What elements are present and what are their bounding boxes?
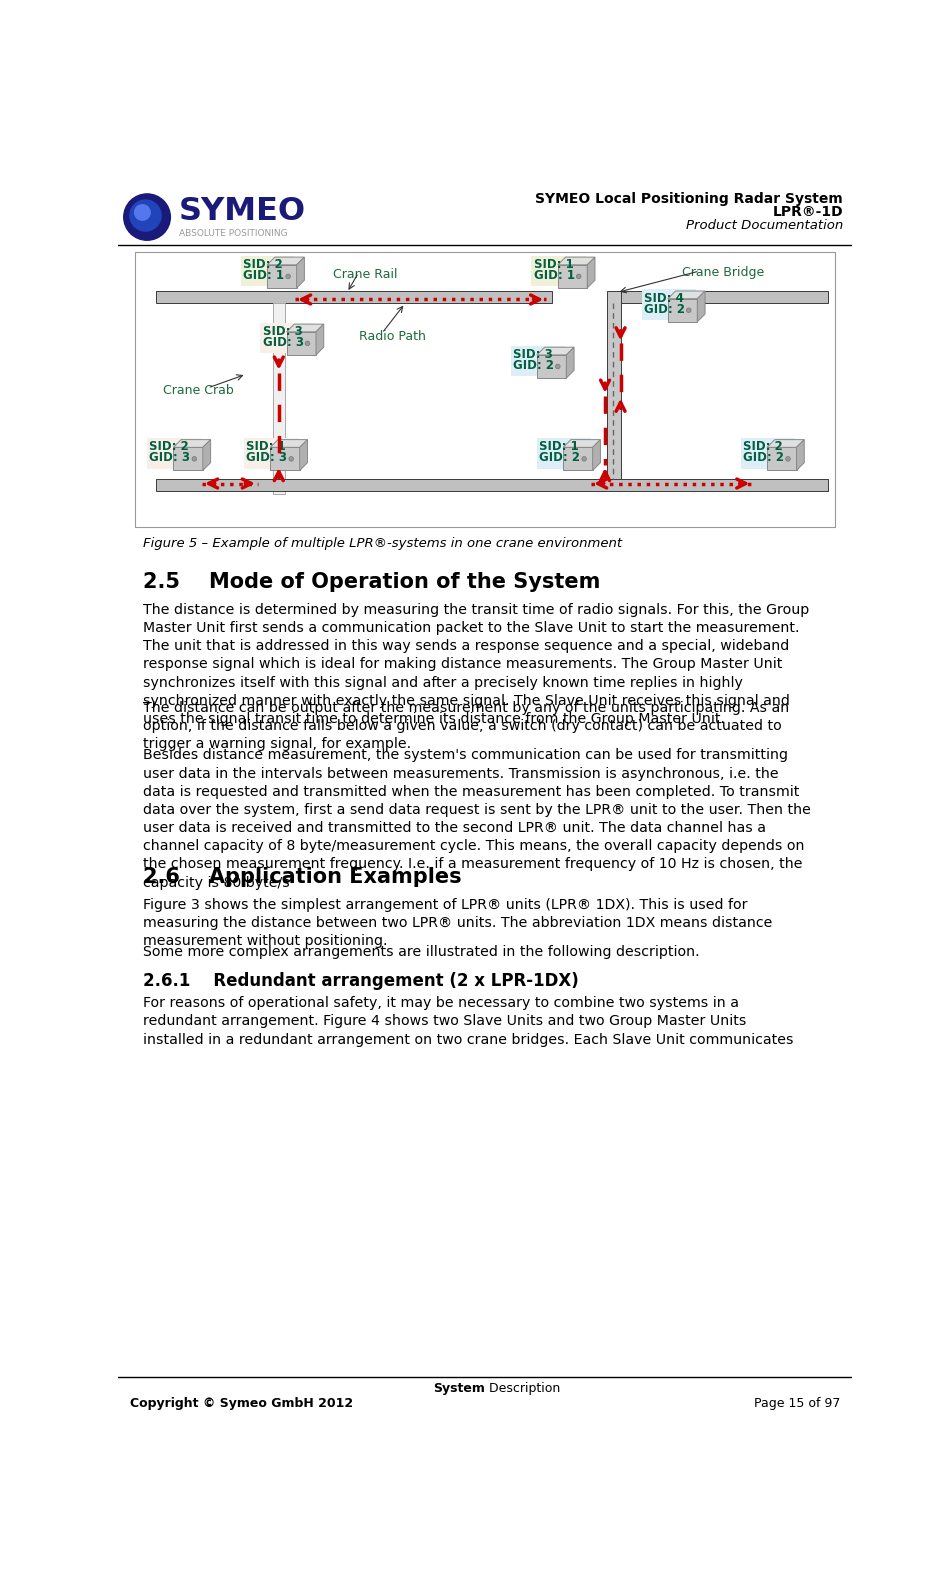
Text: GID: 2: GID: 2 (513, 358, 554, 372)
Text: SID: 2: SID: 2 (243, 257, 283, 271)
Bar (616, 290, 828, 303)
Text: LPR®-1D: LPR®-1D (773, 205, 843, 219)
Bar (510, 346, 564, 377)
Polygon shape (537, 347, 574, 355)
Polygon shape (767, 440, 804, 447)
Polygon shape (267, 257, 304, 265)
Text: Copyright © Symeo GmbH 2012: Copyright © Symeo GmbH 2012 (130, 1397, 353, 1409)
Text: GID: 3: GID: 3 (246, 451, 287, 464)
Bar (155, 478, 828, 491)
Bar (563, 447, 593, 470)
Bar (607, 290, 620, 489)
Polygon shape (566, 347, 574, 379)
Text: GID: 3: GID: 3 (150, 451, 190, 464)
Text: 2.6.1    Redundant arrangement (2 x LPR-1DX): 2.6.1 Redundant arrangement (2 x LPR-1DX… (143, 972, 579, 989)
Circle shape (286, 275, 291, 279)
Circle shape (577, 275, 581, 279)
Text: SID: 2: SID: 2 (743, 440, 783, 453)
Circle shape (305, 341, 310, 346)
Bar (267, 265, 296, 287)
Text: SYMEO: SYMEO (179, 196, 306, 227)
Bar (668, 298, 697, 322)
Circle shape (581, 456, 586, 461)
Text: The distance is determined by measuring the transit time of radio signals. For t: The distance is determined by measuring … (143, 603, 810, 726)
Circle shape (123, 193, 171, 241)
Text: SYMEO Local Positioning Radar System: SYMEO Local Positioning Radar System (535, 191, 843, 205)
Text: For reasons of operational safety, it may be necessary to combine two systems in: For reasons of operational safety, it ma… (143, 996, 794, 1046)
Circle shape (129, 199, 162, 232)
Polygon shape (316, 323, 324, 355)
Text: GID: 2: GID: 2 (644, 303, 685, 316)
Text: Crane Crab: Crane Crab (163, 383, 234, 398)
Text: Description: Description (485, 1382, 560, 1395)
Bar (260, 322, 314, 353)
Bar (155, 290, 552, 303)
Text: The distance can be output after the measurement by any of the units participati: The distance can be output after the mea… (143, 701, 790, 751)
Text: System: System (433, 1382, 485, 1395)
Circle shape (134, 204, 151, 221)
Bar (270, 447, 299, 470)
Bar (244, 439, 298, 469)
Text: SID: 1: SID: 1 (534, 257, 574, 271)
Text: Besides distance measurement, the system's communication can be used for transmi: Besides distance measurement, the system… (143, 748, 811, 890)
Bar (537, 439, 591, 469)
Text: SID: 2: SID: 2 (150, 440, 189, 453)
Polygon shape (796, 440, 804, 470)
Circle shape (556, 365, 560, 369)
Text: Page 15 of 97: Page 15 of 97 (755, 1397, 841, 1409)
Polygon shape (593, 440, 600, 470)
Text: Radio Path: Radio Path (359, 330, 425, 342)
Text: Crane Bridge: Crane Bridge (682, 267, 764, 279)
Polygon shape (287, 323, 324, 331)
Text: ABSOLUTE POSITIONING: ABSOLUTE POSITIONING (179, 229, 288, 238)
Bar (531, 256, 585, 286)
Bar (274, 303, 285, 494)
Bar (741, 439, 795, 469)
Text: GID: 1: GID: 1 (534, 268, 575, 281)
Circle shape (289, 456, 294, 461)
Text: SID: 3: SID: 3 (513, 349, 553, 361)
Bar (173, 447, 203, 470)
Text: GID: 1: GID: 1 (243, 268, 284, 281)
Bar (641, 289, 696, 320)
Polygon shape (203, 440, 210, 470)
Text: SID: 1: SID: 1 (246, 440, 286, 453)
Text: Figure 5 – Example of multiple LPR®-systems in one crane environment: Figure 5 – Example of multiple LPR®-syst… (143, 538, 622, 551)
Polygon shape (296, 257, 304, 287)
Polygon shape (668, 290, 706, 298)
Text: Crane Rail: Crane Rail (332, 268, 397, 281)
Text: GID: 3: GID: 3 (262, 336, 304, 349)
Text: SID: 4: SID: 4 (644, 292, 684, 305)
Bar (287, 331, 316, 355)
Polygon shape (697, 290, 706, 322)
Circle shape (687, 308, 691, 312)
Text: SID: 3: SID: 3 (262, 325, 302, 338)
Text: Figure 3 shows the simplest arrangement of LPR® units (LPR® 1DX). This is used f: Figure 3 shows the simplest arrangement … (143, 898, 773, 948)
Bar (558, 265, 587, 287)
Text: GID: 2: GID: 2 (743, 451, 784, 464)
Polygon shape (563, 440, 600, 447)
Polygon shape (173, 440, 210, 447)
Bar (241, 256, 295, 286)
Bar (537, 355, 566, 379)
Text: 2.6    Application Examples: 2.6 Application Examples (143, 866, 462, 887)
Polygon shape (270, 440, 308, 447)
Polygon shape (558, 257, 595, 265)
Bar (767, 447, 796, 470)
Bar (118, 189, 852, 245)
Polygon shape (299, 440, 308, 470)
Polygon shape (587, 257, 595, 287)
Text: GID: 2: GID: 2 (539, 451, 581, 464)
Bar (135, 252, 835, 527)
Text: 2.5    Mode of Operation of the System: 2.5 Mode of Operation of the System (143, 573, 600, 592)
Text: Product Documentation: Product Documentation (686, 219, 843, 232)
Text: Some more complex arrangements are illustrated in the following description.: Some more complex arrangements are illus… (143, 945, 700, 959)
Circle shape (786, 456, 791, 461)
Text: SID: 1: SID: 1 (539, 440, 579, 453)
Bar (147, 439, 202, 469)
Circle shape (192, 456, 197, 461)
